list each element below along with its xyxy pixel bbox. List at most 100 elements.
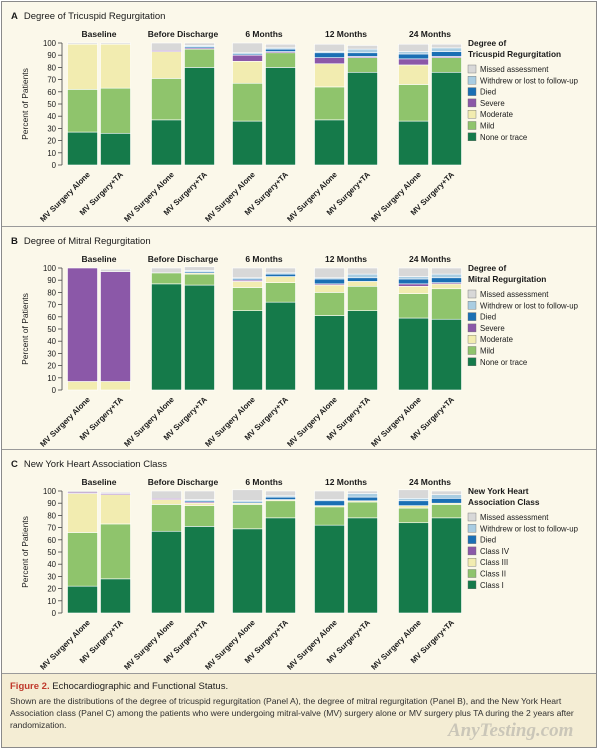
bar-segment (347, 490, 378, 494)
y-tick-label: 50 (47, 325, 56, 334)
y-tick-label: 40 (47, 560, 56, 569)
bar-segment (151, 51, 182, 79)
y-tick-label: 10 (47, 149, 56, 158)
bar-segment (347, 48, 378, 54)
legend-swatch (467, 580, 477, 590)
chart-svg: A Degree of Tricuspid Regurgitation Percen… (11, 11, 579, 224)
bar-segment (398, 507, 429, 524)
bar-segment (232, 504, 263, 530)
bar-segment (314, 500, 345, 506)
bar-segment (100, 491, 131, 494)
y-tick-label: 30 (47, 349, 56, 358)
bar-segment (100, 42, 131, 45)
bar-segment (347, 277, 378, 282)
bar-segment (67, 490, 98, 493)
bar-segment (67, 131, 98, 166)
bar-segment (314, 284, 345, 293)
legend-swatch (467, 289, 477, 299)
panel-letter: B (11, 236, 18, 247)
bar-segment (314, 119, 345, 166)
y-tick-label: 0 (52, 609, 57, 618)
y-tick-label: 90 (47, 499, 56, 508)
chart-svg: B Degree of Mitral Regurgitation Percent o… (11, 236, 579, 449)
bar-segment (265, 52, 296, 68)
bar-segment (398, 53, 429, 60)
y-tick-label: 10 (47, 597, 56, 606)
bar-segment (347, 501, 378, 519)
bar-segment (184, 526, 215, 614)
legend-label: Moderate (480, 110, 513, 119)
bar-segment (151, 504, 182, 532)
y-tick-label: 70 (47, 301, 56, 310)
bar-segment (67, 89, 98, 133)
bar-segment (398, 522, 429, 614)
bar-segment (265, 517, 296, 614)
bar-segment (265, 267, 296, 274)
bar-segment (431, 517, 462, 614)
bar-segment (232, 120, 263, 166)
bar-segment (67, 493, 98, 533)
bar-segment (265, 276, 296, 283)
y-tick-label: 60 (47, 313, 56, 322)
timepoint-label: 6 Months (245, 254, 283, 264)
y-tick-label: 70 (47, 76, 56, 85)
bar-segment (398, 43, 429, 52)
bar-segment (265, 273, 296, 277)
y-tick-label: 100 (43, 487, 57, 496)
y-tick-label: 30 (47, 124, 56, 133)
legend-swatch (467, 569, 477, 578)
legend-swatch (467, 524, 477, 533)
y-tick-label: 40 (47, 337, 56, 346)
legend-swatch (467, 98, 477, 108)
bar-segment (431, 43, 462, 49)
bar-segment (265, 43, 296, 49)
bar-segment (347, 493, 378, 498)
y-tick-label: 40 (47, 112, 56, 121)
y-tick-label: 20 (47, 362, 56, 371)
bar-segment (431, 71, 462, 166)
bar-segment (151, 530, 182, 614)
y-tick-label: 90 (47, 276, 56, 285)
legend-swatch (467, 312, 477, 321)
legend-swatch (467, 334, 477, 344)
legend-label: Died (480, 88, 496, 97)
legend-label: Class II (480, 570, 506, 579)
legend-label: Severe (480, 324, 505, 333)
legend-label: Missed assessment (480, 290, 549, 299)
panel-title: A Degree of Tricuspid Regurgitation (11, 11, 165, 22)
bar-segment (431, 277, 462, 283)
bar-segment (265, 301, 296, 391)
bar-segment (314, 63, 345, 88)
legend-label: Class III (480, 558, 508, 567)
legend-label: Mild (480, 347, 494, 356)
legend-swatch (467, 512, 477, 522)
y-tick-label: 0 (52, 386, 57, 395)
bar-segment (314, 43, 345, 52)
bar-segment (100, 87, 131, 134)
y-tick-label: 100 (43, 39, 57, 48)
timepoint-label: Baseline (82, 477, 117, 487)
bar-segment (232, 489, 263, 502)
bar-segment (314, 267, 345, 279)
panel-c: C New York Heart Association Class Percent… (2, 450, 596, 674)
timepoint-label: 24 Months (409, 477, 451, 487)
y-tick-label: 10 (47, 374, 56, 383)
bar-segment (232, 82, 263, 122)
legend-swatch (467, 346, 477, 355)
legend-label: None or trace (480, 358, 527, 367)
bar-segment (431, 490, 462, 495)
bar-segment (347, 310, 378, 391)
y-tick-label: 60 (47, 88, 56, 97)
y-tick-label: 0 (52, 161, 57, 170)
y-tick-label: 20 (47, 137, 56, 146)
bar-segment (314, 52, 345, 58)
bar-segment (398, 283, 429, 287)
legend-swatch (467, 76, 477, 85)
bar-segment (314, 292, 345, 316)
y-tick-label: 30 (47, 572, 56, 581)
y-axis-label: Percent of Patients (20, 293, 30, 365)
bar-segment (347, 71, 378, 166)
bar-segment (184, 273, 215, 286)
bar-segment (314, 524, 345, 614)
legend-label: Missed assessment (480, 513, 549, 522)
